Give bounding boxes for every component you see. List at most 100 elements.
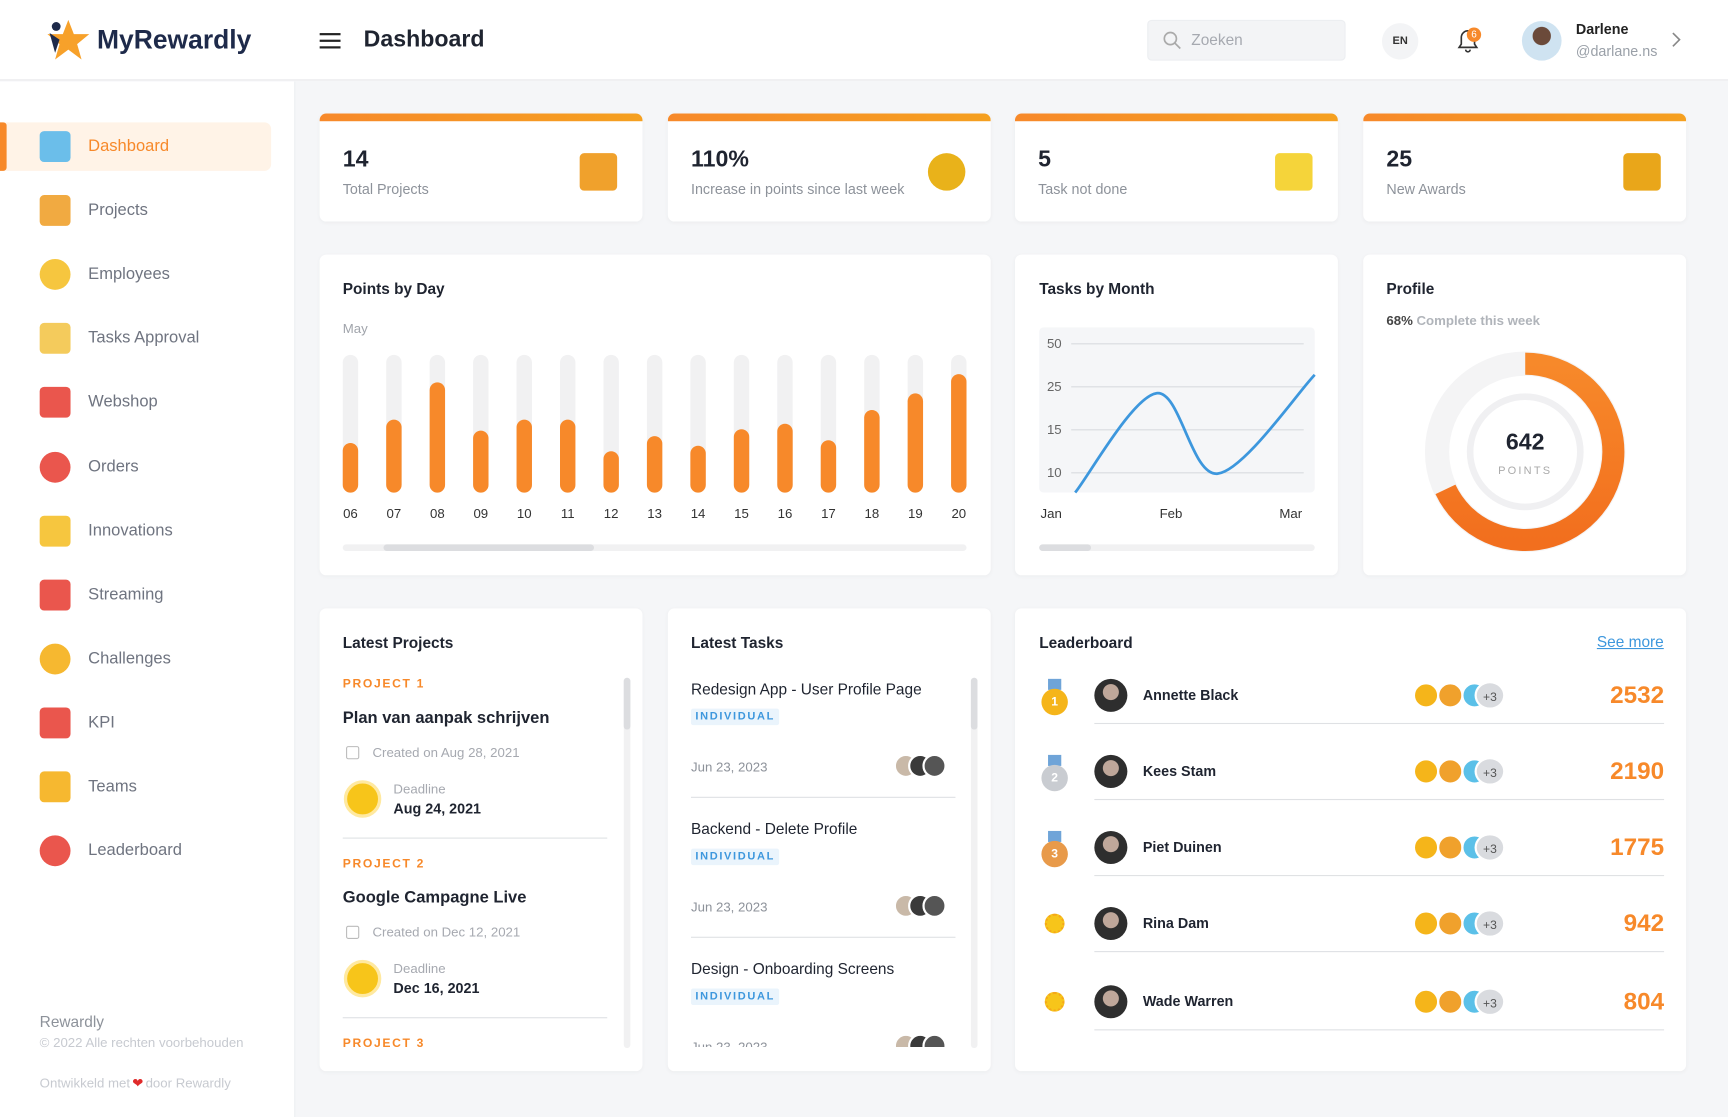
see-more-link[interactable]: See more: [1596, 632, 1664, 651]
medal-ribbon: [1048, 678, 1062, 690]
award-extra: +3: [1474, 987, 1506, 1017]
nav-icon: [39, 579, 71, 611]
award-icon: [1437, 758, 1464, 785]
stat-card: 25 New Awards: [1363, 113, 1687, 222]
nav-label: KPI: [88, 712, 115, 732]
user-avatar: [1521, 20, 1562, 61]
player-score: 804: [1623, 987, 1665, 1015]
deadline-date: Aug 24, 2021: [393, 800, 482, 817]
nav-label: Challenges: [88, 648, 171, 668]
medal: 2: [1041, 764, 1068, 792]
nav-icon: [39, 515, 71, 547]
nav-label: Webshop: [88, 392, 158, 412]
logo-star: [47, 19, 90, 60]
language-button[interactable]: EN: [1381, 23, 1419, 60]
task-type: INDIVIDUAL: [690, 988, 780, 1006]
search-placeholder: Zoeken: [1191, 30, 1243, 49]
deadline-label: Deadline: [393, 960, 446, 977]
nav-item[interactable]: Challenges: [0, 635, 271, 683]
medal: 3: [1041, 840, 1068, 868]
player-avatar: [1094, 830, 1128, 864]
nav-active-indicator: [0, 122, 7, 171]
nav-item[interactable]: Tasks Approval: [0, 314, 271, 362]
medal-ribbon: [1048, 830, 1062, 842]
scrollbar-thumb: [970, 677, 978, 730]
player-name: Rina Dam: [1142, 914, 1209, 932]
nav-item[interactable]: KPI: [0, 699, 271, 747]
deadline-icon: [343, 780, 382, 818]
nav-label: Leaderboard: [88, 840, 182, 860]
player-avatar: [1094, 754, 1128, 788]
nav-item[interactable]: Dashboard: [0, 122, 272, 171]
nav-item[interactable]: Webshop: [0, 378, 271, 426]
project-tag: PROJECT 1: [342, 677, 425, 691]
chart-card: [1014, 254, 1338, 576]
nav-icon: [39, 131, 71, 162]
stat-label: Total Projects: [342, 180, 429, 198]
award-extra: +3: [1474, 757, 1506, 786]
task-name: Design - Onboarding Screens: [690, 959, 895, 978]
nav-item[interactable]: Innovations: [0, 506, 271, 554]
divider: [690, 796, 956, 798]
nav-label: Projects: [88, 200, 148, 220]
notification-count: 6: [1466, 27, 1482, 42]
stat-label: Increase in points since last week: [690, 180, 905, 198]
chart-card: [1363, 254, 1687, 576]
award-extra: +3: [1474, 681, 1506, 710]
user-handle: @darlane.ns: [1575, 42, 1658, 60]
nav-item[interactable]: Streaming: [0, 571, 271, 619]
footer-made-prefix: Ontwikkeld met: [39, 1075, 131, 1092]
stat-value: 5: [1038, 146, 1052, 172]
divider: [1094, 798, 1665, 801]
project-name: Plan van aanpak schrijven: [342, 708, 550, 728]
nav-item[interactable]: Projects: [0, 186, 271, 234]
project-created: Created on Dec 12, 2021: [372, 924, 521, 941]
user-menu-chevron[interactable]: [1671, 31, 1682, 52]
page-title: Dashboard: [363, 26, 485, 52]
stat-value: 14: [342, 146, 369, 172]
list-title: Leaderboard: [1039, 633, 1133, 652]
nav-item[interactable]: Employees: [0, 250, 271, 298]
divider: [1094, 951, 1665, 953]
tasks-list: Redesign App - User Profile Page INDIVIDU…: [668, 674, 969, 1047]
header-bar: [0, 0, 1728, 81]
nav-item[interactable]: Leaderboard: [0, 827, 271, 875]
stat-icon: [1623, 153, 1661, 191]
list-title: Latest Projects: [342, 633, 454, 652]
deadline-date: Dec 16, 2021: [393, 979, 480, 997]
award-icon: [1437, 682, 1464, 709]
award-extra: +3: [1474, 909, 1506, 938]
stat-value: 25: [1386, 146, 1413, 172]
divider: [1094, 722, 1665, 725]
footer-brand: Rewardly: [39, 1012, 104, 1031]
award-icon: [1437, 988, 1464, 1015]
nav-item[interactable]: Orders: [0, 442, 271, 490]
stat-label: Task not done: [1038, 180, 1128, 198]
nav-label: Dashboard: [88, 136, 170, 156]
award-extra: +3: [1474, 833, 1506, 862]
divider: [342, 837, 608, 839]
assignee-avatar: [922, 1033, 947, 1047]
award-icon: [1437, 834, 1464, 861]
project-created: Created on Aug 28, 2021: [372, 744, 520, 761]
award-icon: [1412, 758, 1440, 785]
assignee-avatar: [922, 893, 947, 918]
award-icon: [1412, 910, 1440, 937]
award-icon: [1412, 988, 1440, 1015]
heart-icon: ❤: [132, 1075, 144, 1092]
player-score: 1775: [1610, 833, 1665, 861]
menu-button[interactable]: [319, 32, 342, 50]
nav-icon: [39, 259, 71, 291]
user-name: Darlene: [1575, 20, 1629, 38]
nav-item[interactable]: Teams: [0, 763, 271, 811]
task-date: Jun 23, 2023: [690, 899, 768, 915]
stat-top-border: [1014, 113, 1338, 122]
task-type: INDIVIDUAL: [690, 708, 780, 726]
medal: 1: [1041, 688, 1068, 716]
player-name: Annette Black: [1142, 686, 1239, 704]
nav-icon: [39, 451, 71, 483]
nav-icon: [39, 771, 71, 803]
divider: [342, 1017, 608, 1019]
search-box[interactable]: Zoeken: [1147, 19, 1346, 61]
